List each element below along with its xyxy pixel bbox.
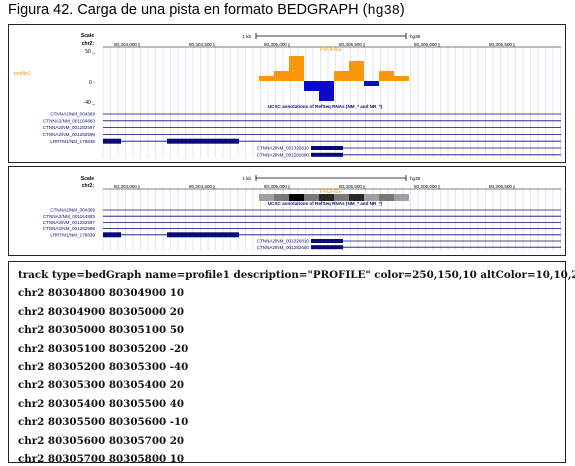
scalebar-text-2: 1 kb [242, 176, 251, 181]
position-label: 80,304,000 [114, 42, 137, 47]
code-data-line: chr2 80305300 80305400 20 [18, 379, 185, 392]
dense-block [274, 194, 289, 201]
exon-block [311, 245, 343, 250]
position-label: 80,305,000 [264, 42, 287, 47]
assembly-label: hg38 [410, 34, 421, 39]
gene-label: CTNNA2/NM_001164883 [43, 118, 95, 123]
track-title: PROFILE [320, 47, 342, 53]
code-data-line: chr2 80305000 80305100 50 [18, 324, 185, 337]
code-data-line: chr2 80304900 80305000 20 [18, 305, 185, 318]
browser-view-1: Scale chr2: 1 kb hg38 80,304,000 80,304,5… [14, 33, 561, 158]
code-data-line: chr2 80304800 80304900 10 [18, 287, 185, 300]
bar [274, 71, 289, 81]
bar [379, 71, 394, 81]
exon-block [103, 232, 121, 238]
bar [259, 76, 274, 81]
scale-label: Scale [81, 33, 94, 39]
gene-label: CTNNA2/NM_001282598 [43, 132, 96, 137]
caption-close: ) [399, 2, 405, 18]
dense-block [289, 194, 304, 201]
gene-label: CTNNA2/NM_004389 [50, 112, 95, 117]
gene-label: LRRTM1/NM_178839 [50, 232, 95, 237]
code-track-line: track type=bedGraph name=profile1 descri… [18, 269, 575, 281]
figure-caption: Figura 42. Carga de una pista en formato… [8, 2, 405, 19]
dense-block [364, 194, 379, 201]
bar [304, 81, 319, 91]
gene-label: CTNNA2/NM_001282600 [257, 245, 310, 250]
scalebar-text: 1 kb [242, 34, 251, 39]
exon-block [167, 232, 239, 238]
gene-label: CTNNA2/NM_001282597 [43, 125, 96, 130]
position-label: 80,306,000 [414, 184, 437, 189]
caption-genome: hg38 [367, 4, 400, 19]
axis-tick-min: -40 _ [84, 100, 96, 106]
bar [394, 76, 409, 81]
position-label: 80,304,500 [189, 184, 212, 189]
position-label: 80,305,500 [339, 184, 362, 189]
gene-label: CTNNA2/NM_001164883 [43, 214, 95, 219]
track-title-2: PROFILE [320, 189, 342, 195]
gene-label: CTNNA2/NM_001282600 [257, 152, 310, 157]
dense-block [379, 194, 394, 201]
exon-block [103, 138, 121, 144]
dense-block [394, 194, 409, 201]
exon-block [311, 152, 343, 157]
code-data-line: chr2 80305600 80305700 20 [18, 434, 185, 447]
dense-block [259, 194, 274, 201]
dense-block [334, 194, 349, 201]
exon-block [311, 146, 343, 150]
axis-tick-max: 50 _ [85, 49, 95, 55]
gene-label: CTNNA2/NM_004389 [50, 208, 95, 213]
position-label: 80,306,500 [489, 42, 512, 47]
exon-block [311, 239, 343, 243]
code-data-line: chr2 80305500 80305600 -10 [18, 416, 189, 429]
dense-block [349, 194, 364, 201]
gene-label: LRRTM1/NM_178839 [50, 139, 95, 144]
code-data-line: chr2 80305700 80305800 10 [18, 453, 185, 465]
axis-tick-zero: 0 - [89, 80, 95, 86]
position-label: 80,304,500 [189, 42, 212, 47]
position-label: 80,304,000 [114, 184, 137, 189]
dense-block [319, 194, 334, 201]
bar [289, 56, 304, 81]
exon-block [167, 138, 239, 144]
bar [349, 61, 364, 81]
scale-label-2: Scale [81, 176, 94, 182]
dense-block [304, 194, 319, 201]
position-label: 80,305,000 [264, 184, 287, 189]
chrom-label: chr2: [82, 41, 95, 47]
gene-label: CTNNA2/NM_001282598 [43, 226, 96, 231]
chrom-label-2: chr2: [82, 183, 95, 189]
bar [334, 71, 349, 81]
browser-view-2: Scale chr2: 1 kb hg38 80,304,000 80,304,5… [43, 175, 561, 251]
browser-panel-dense: Scale chr2: 1 kb hg38 80,304,000 80,304,5… [8, 166, 566, 256]
position-label: 80,306,000 [414, 42, 437, 47]
code-data-line: chr2 80305100 80305200 -20 [18, 342, 189, 355]
browser-panel-bargraph: Scale chr2: 1 kb hg38 80,304,000 80,304,5… [8, 24, 566, 163]
bar [364, 81, 379, 86]
code-data-line: chr2 80305400 80305500 40 [18, 397, 185, 410]
code-data-line: chr2 80305200 80305300 -40 [18, 361, 189, 373]
gene-label: CTNNA2/NM_001282597 [43, 220, 96, 225]
annotation-title-2: UCSC annotations of RefSeq RNAs (NM_* an… [268, 201, 383, 206]
bedgraph-code-box: track type=bedGraph name=profile1 descri… [8, 261, 575, 465]
gene-label: CTNNA2/NM_001320810 [257, 146, 310, 151]
caption-text: Figura 42. Carga de una pista en formato… [8, 2, 368, 18]
assembly-label-2: hg38 [410, 176, 421, 181]
position-label: 80,306,500 [489, 184, 512, 189]
position-label: 80,305,500 [339, 42, 362, 47]
track-side-label: profile1 [14, 71, 31, 77]
gene-label: CTNNA2/NM_001320810 [257, 239, 310, 244]
annotation-title: UCSC annotations of RefSeq RNAs (NM_* an… [268, 104, 383, 109]
bar [319, 81, 334, 101]
